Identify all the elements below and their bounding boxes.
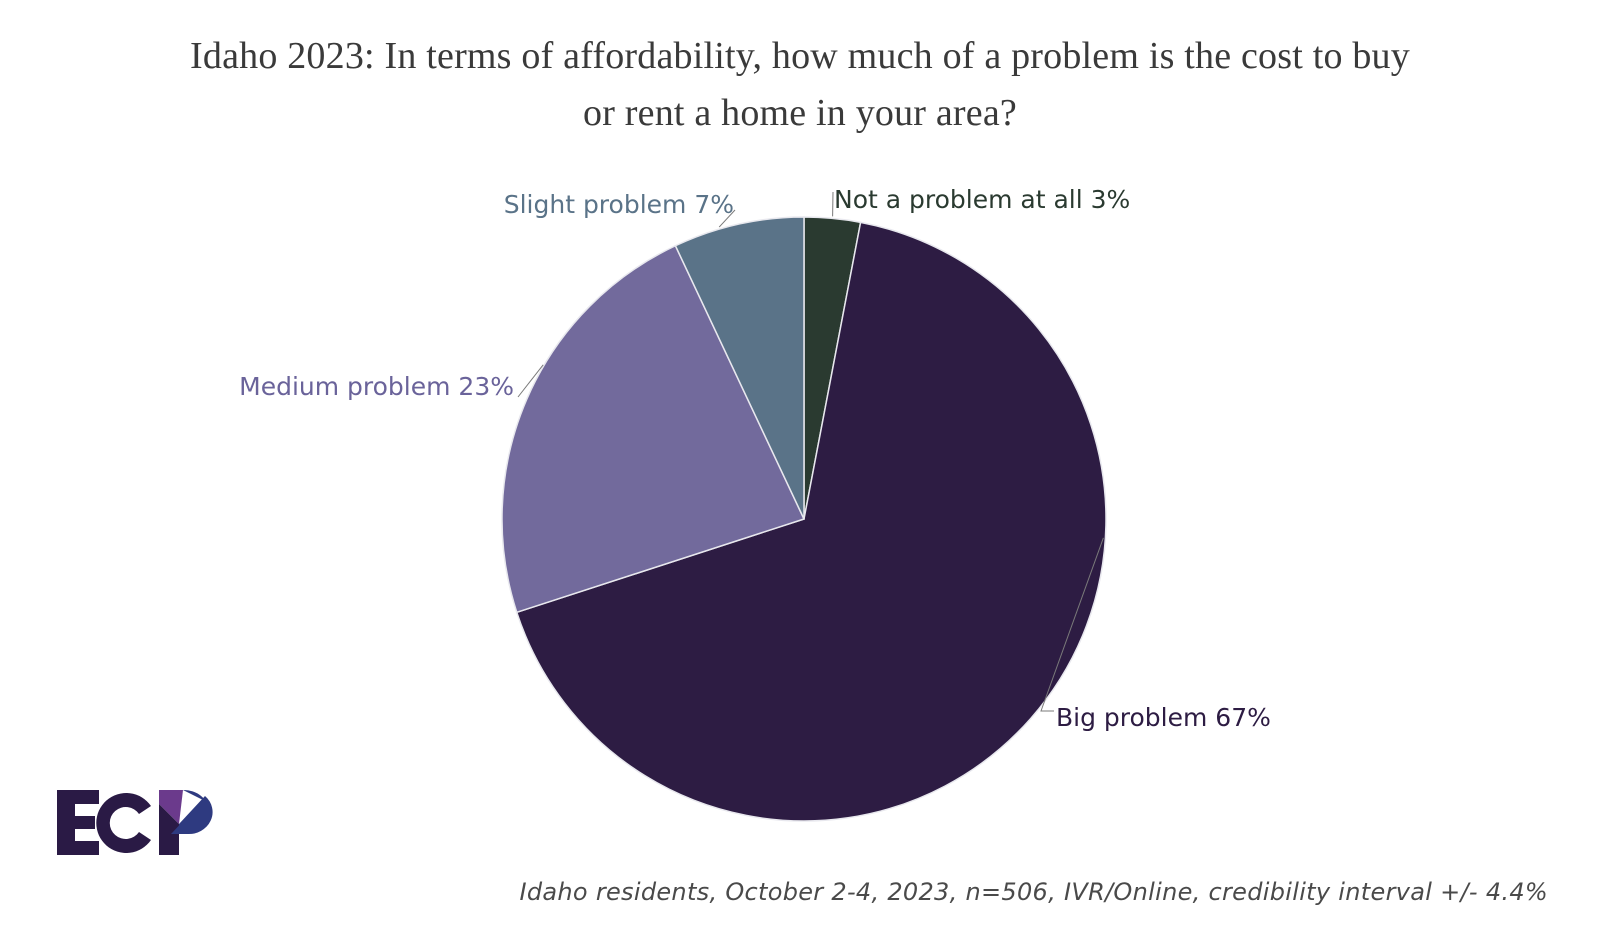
- leader-slight-problem: [718, 209, 736, 228]
- label-big-problem: Big problem 67%: [1056, 703, 1271, 732]
- chart-title-line-2: or rent a home in your area?: [583, 92, 1017, 134]
- logo-letter-p: [159, 789, 213, 855]
- logo-letter-c: [96, 793, 151, 853]
- logo-letter-e: [57, 790, 99, 855]
- chart-title: Idaho 2023: In terms of affordability, h…: [0, 28, 1600, 142]
- chart-title-line-1: Idaho 2023: In terms of affordability, h…: [190, 35, 1410, 77]
- slice-labels: Not a problem at all 3% Big problem 67% …: [239, 185, 1271, 732]
- leader-big-problem: [1040, 537, 1104, 712]
- slice-slight-problem: [674, 216, 805, 520]
- survey-footnote: Idaho residents, October 2-4, 2023, n=50…: [519, 878, 1548, 906]
- label-slight-problem: Slight problem 7%: [504, 190, 734, 219]
- label-medium-problem: Medium problem 23%: [239, 372, 514, 401]
- ecp-logo: [57, 789, 213, 855]
- pie-slices: [501, 216, 1107, 822]
- slice-big-problem: [515, 221, 1107, 822]
- label-leader-lines: [517, 191, 1104, 712]
- leader-medium-problem: [517, 364, 544, 398]
- label-not-a-problem: Not a problem at all 3%: [834, 185, 1130, 214]
- slice-medium-problem: [501, 244, 806, 614]
